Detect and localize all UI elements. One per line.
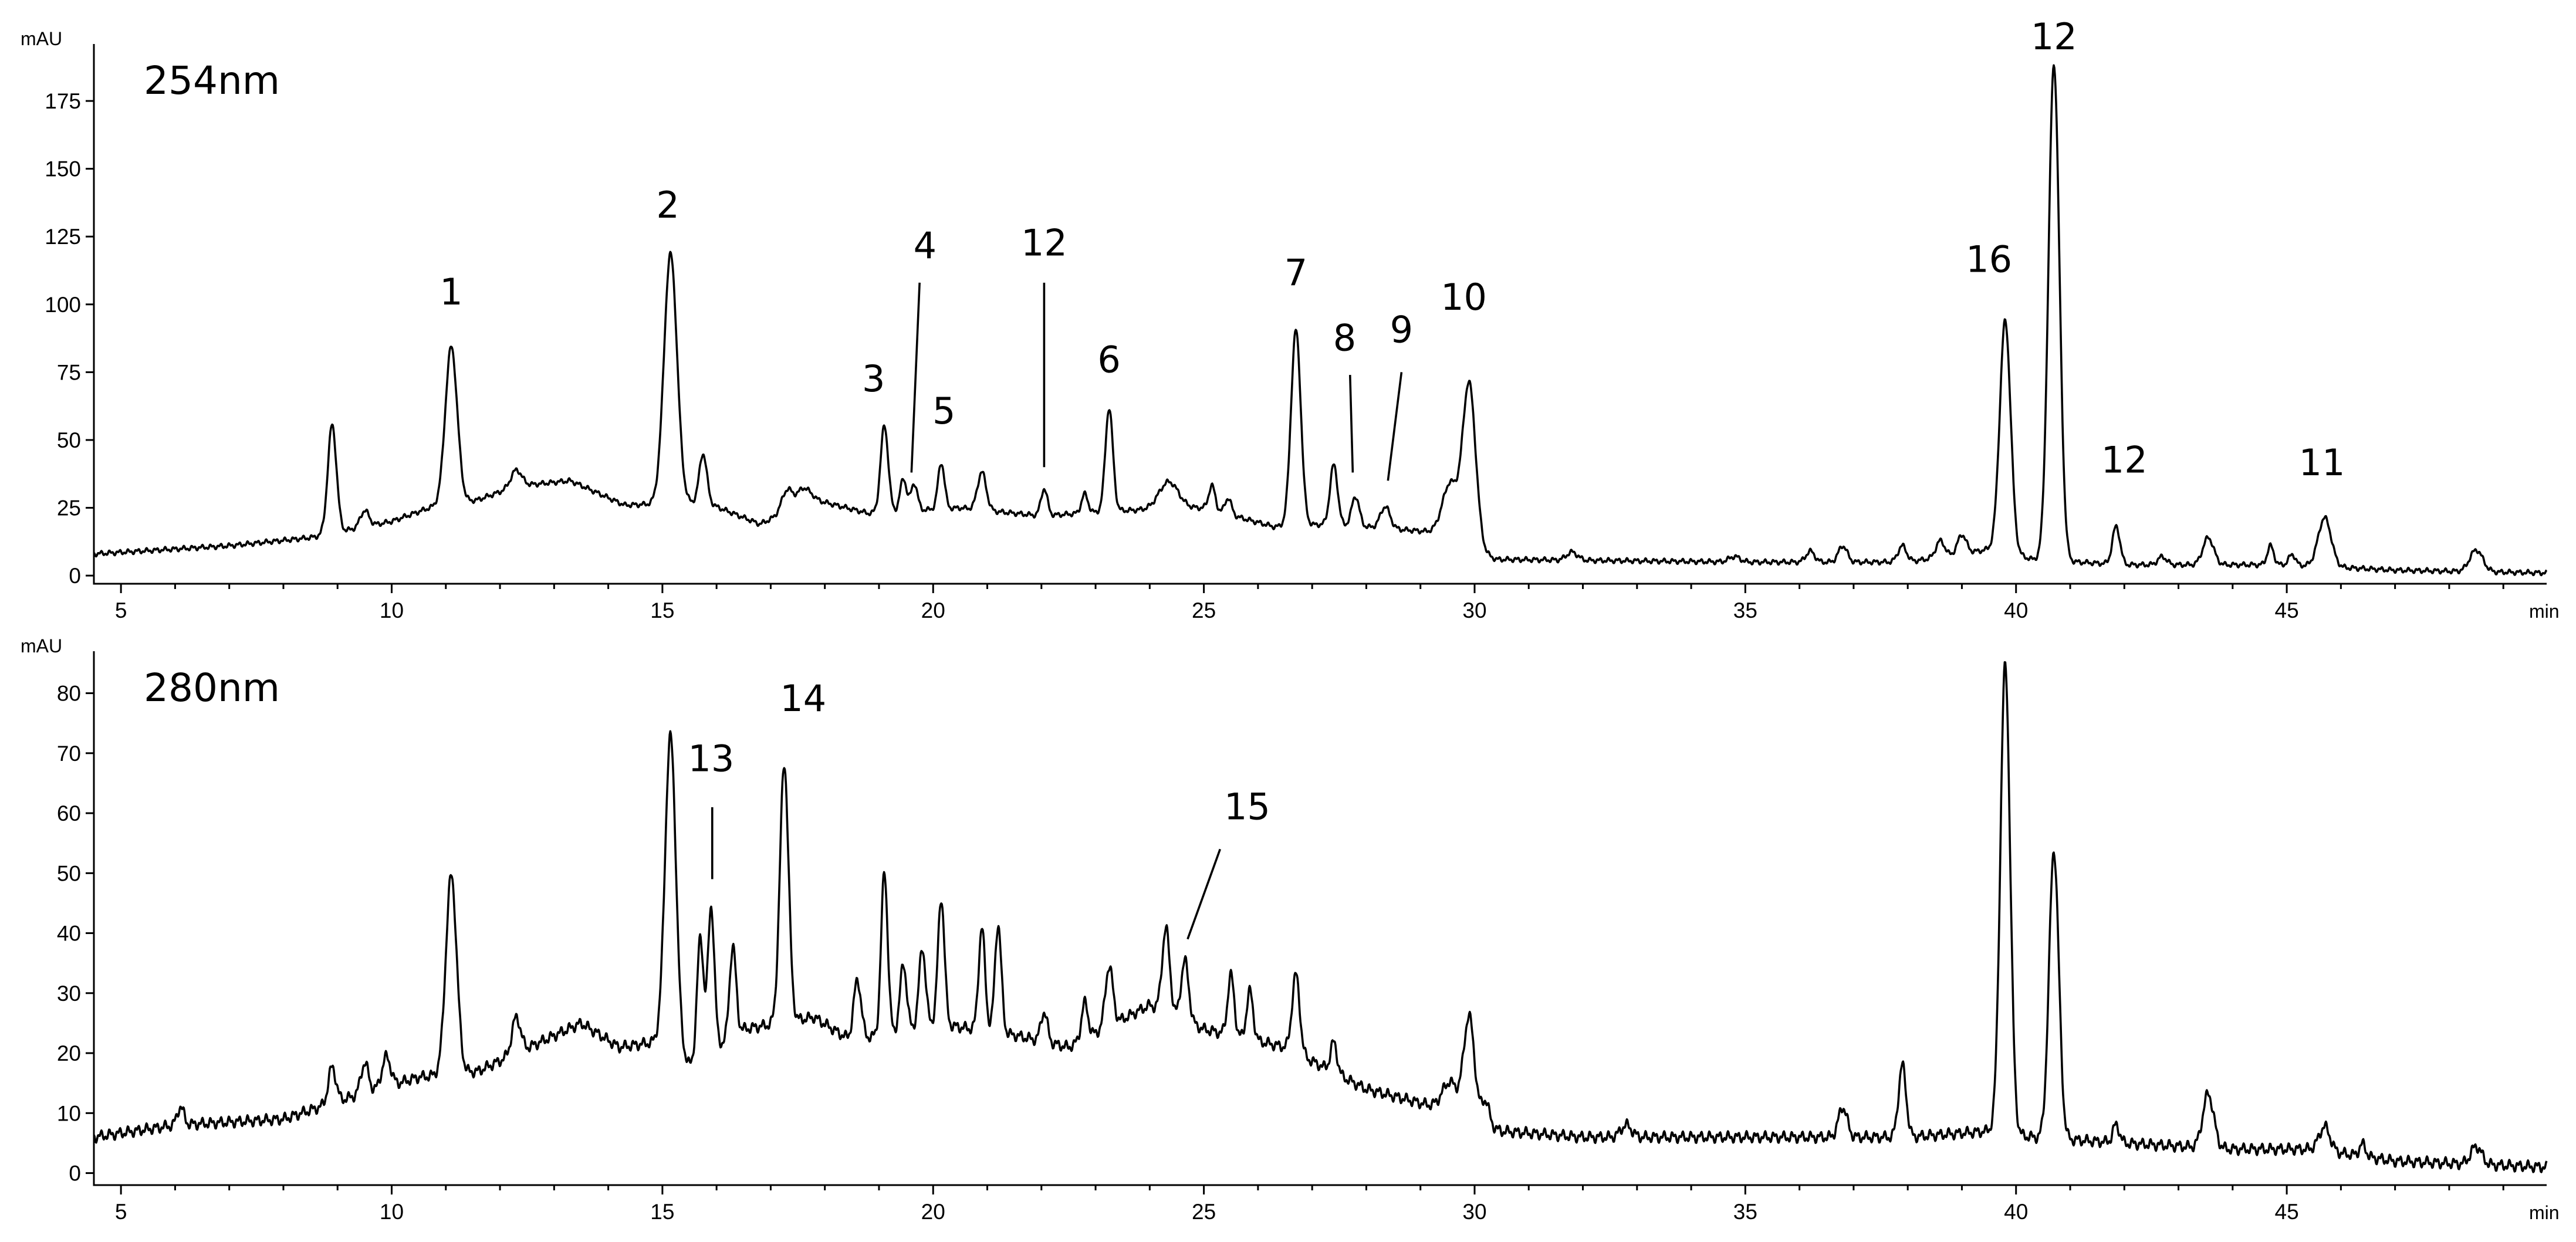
peak-leader-line xyxy=(910,282,921,473)
peak-label: 7 xyxy=(1284,251,1307,294)
peak-label: 12 xyxy=(1021,222,1067,265)
y-tick-label: 0 xyxy=(69,564,81,588)
peak-leader-line xyxy=(1348,374,1354,473)
y-tick-label: 25 xyxy=(57,496,81,520)
y-axis-label: mAU xyxy=(21,28,62,49)
x-tick-label: 20 xyxy=(921,1200,945,1224)
x-tick-label: 25 xyxy=(1192,598,1216,622)
chromatogram-trace xyxy=(93,661,2548,1173)
y-tick-label: 40 xyxy=(57,922,81,946)
peak-label: 2 xyxy=(656,184,679,226)
chromatogram-trace xyxy=(93,64,2548,577)
x-tick-label: 40 xyxy=(2004,1200,2028,1224)
x-axis-label: min xyxy=(2529,1202,2560,1223)
peak-label: 8 xyxy=(1333,316,1356,359)
peak-label: 13 xyxy=(688,737,734,780)
y-tick-label: 100 xyxy=(45,293,81,317)
y-tick-label: 50 xyxy=(57,428,81,452)
x-tick-label: 5 xyxy=(115,598,127,622)
peak-label: 5 xyxy=(932,390,955,432)
peak-label: 12 xyxy=(2101,438,2148,481)
peak-label: 6 xyxy=(1097,338,1120,381)
x-tick-label: 30 xyxy=(1462,598,1486,622)
x-tick-label: 20 xyxy=(921,598,945,622)
y-tick-label: 60 xyxy=(57,801,81,825)
y-tick-label: 30 xyxy=(57,982,81,1006)
panel-title: 254nm xyxy=(144,58,280,103)
y-tick-label: 175 xyxy=(45,89,81,113)
y-tick-label: 0 xyxy=(69,1162,81,1186)
x-tick-label: 15 xyxy=(650,1200,674,1224)
y-tick-label: 10 xyxy=(57,1101,81,1125)
x-tick-label: 15 xyxy=(650,598,674,622)
peak-label: 11 xyxy=(2299,441,2345,484)
axis-lines xyxy=(93,44,2547,585)
y-tick-label: 75 xyxy=(57,360,81,384)
peak-label: 4 xyxy=(914,224,937,267)
y-tick-label: 50 xyxy=(57,861,81,885)
x-tick-label: 5 xyxy=(115,1200,127,1224)
x-tick-label: 35 xyxy=(1733,1200,1757,1224)
x-tick-label: 25 xyxy=(1192,1200,1216,1224)
x-tick-label: 10 xyxy=(380,598,404,622)
x-tick-label: 45 xyxy=(2275,598,2299,622)
x-axis-label: min xyxy=(2529,601,2560,622)
peak-label: 16 xyxy=(1966,238,2012,280)
panel-title: 280nm xyxy=(144,665,280,710)
peak-label: 10 xyxy=(1441,276,1487,319)
peak-label: 9 xyxy=(1390,309,1413,351)
peak-leader-line xyxy=(1387,372,1403,481)
x-tick-label: 10 xyxy=(380,1200,404,1224)
y-tick-label: 70 xyxy=(57,742,81,766)
y-tick-label: 20 xyxy=(57,1041,81,1065)
y-axis-label: mAU xyxy=(21,635,62,656)
y-tick-label: 125 xyxy=(45,225,81,249)
x-tick-label: 35 xyxy=(1733,598,1757,622)
peak-label: 3 xyxy=(862,357,885,400)
peak-label: 14 xyxy=(780,677,826,720)
y-tick-label: 80 xyxy=(57,682,81,706)
axis-lines xyxy=(93,651,2547,1186)
y-tick-label: 150 xyxy=(45,157,81,181)
peak-leader-line xyxy=(1186,848,1221,940)
chromatogram-280nm: 0 10 20 30 40 50 60 70 80 5 10 15 20 25 30 35 40 45 mAU min… xyxy=(21,635,2560,1224)
x-tick-label: 40 xyxy=(2004,598,2028,622)
peak-label: 12 xyxy=(2031,15,2077,58)
peak-label: 1 xyxy=(440,270,462,313)
x-tick-label: 30 xyxy=(1462,1200,1486,1224)
x-tick-label: 45 xyxy=(2275,1200,2299,1224)
peak-label: 15 xyxy=(1224,785,1270,828)
